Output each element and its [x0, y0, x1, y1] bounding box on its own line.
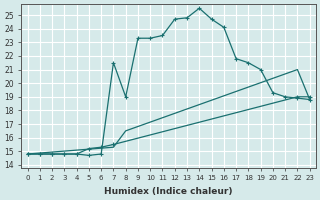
X-axis label: Humidex (Indice chaleur): Humidex (Indice chaleur) — [104, 187, 233, 196]
